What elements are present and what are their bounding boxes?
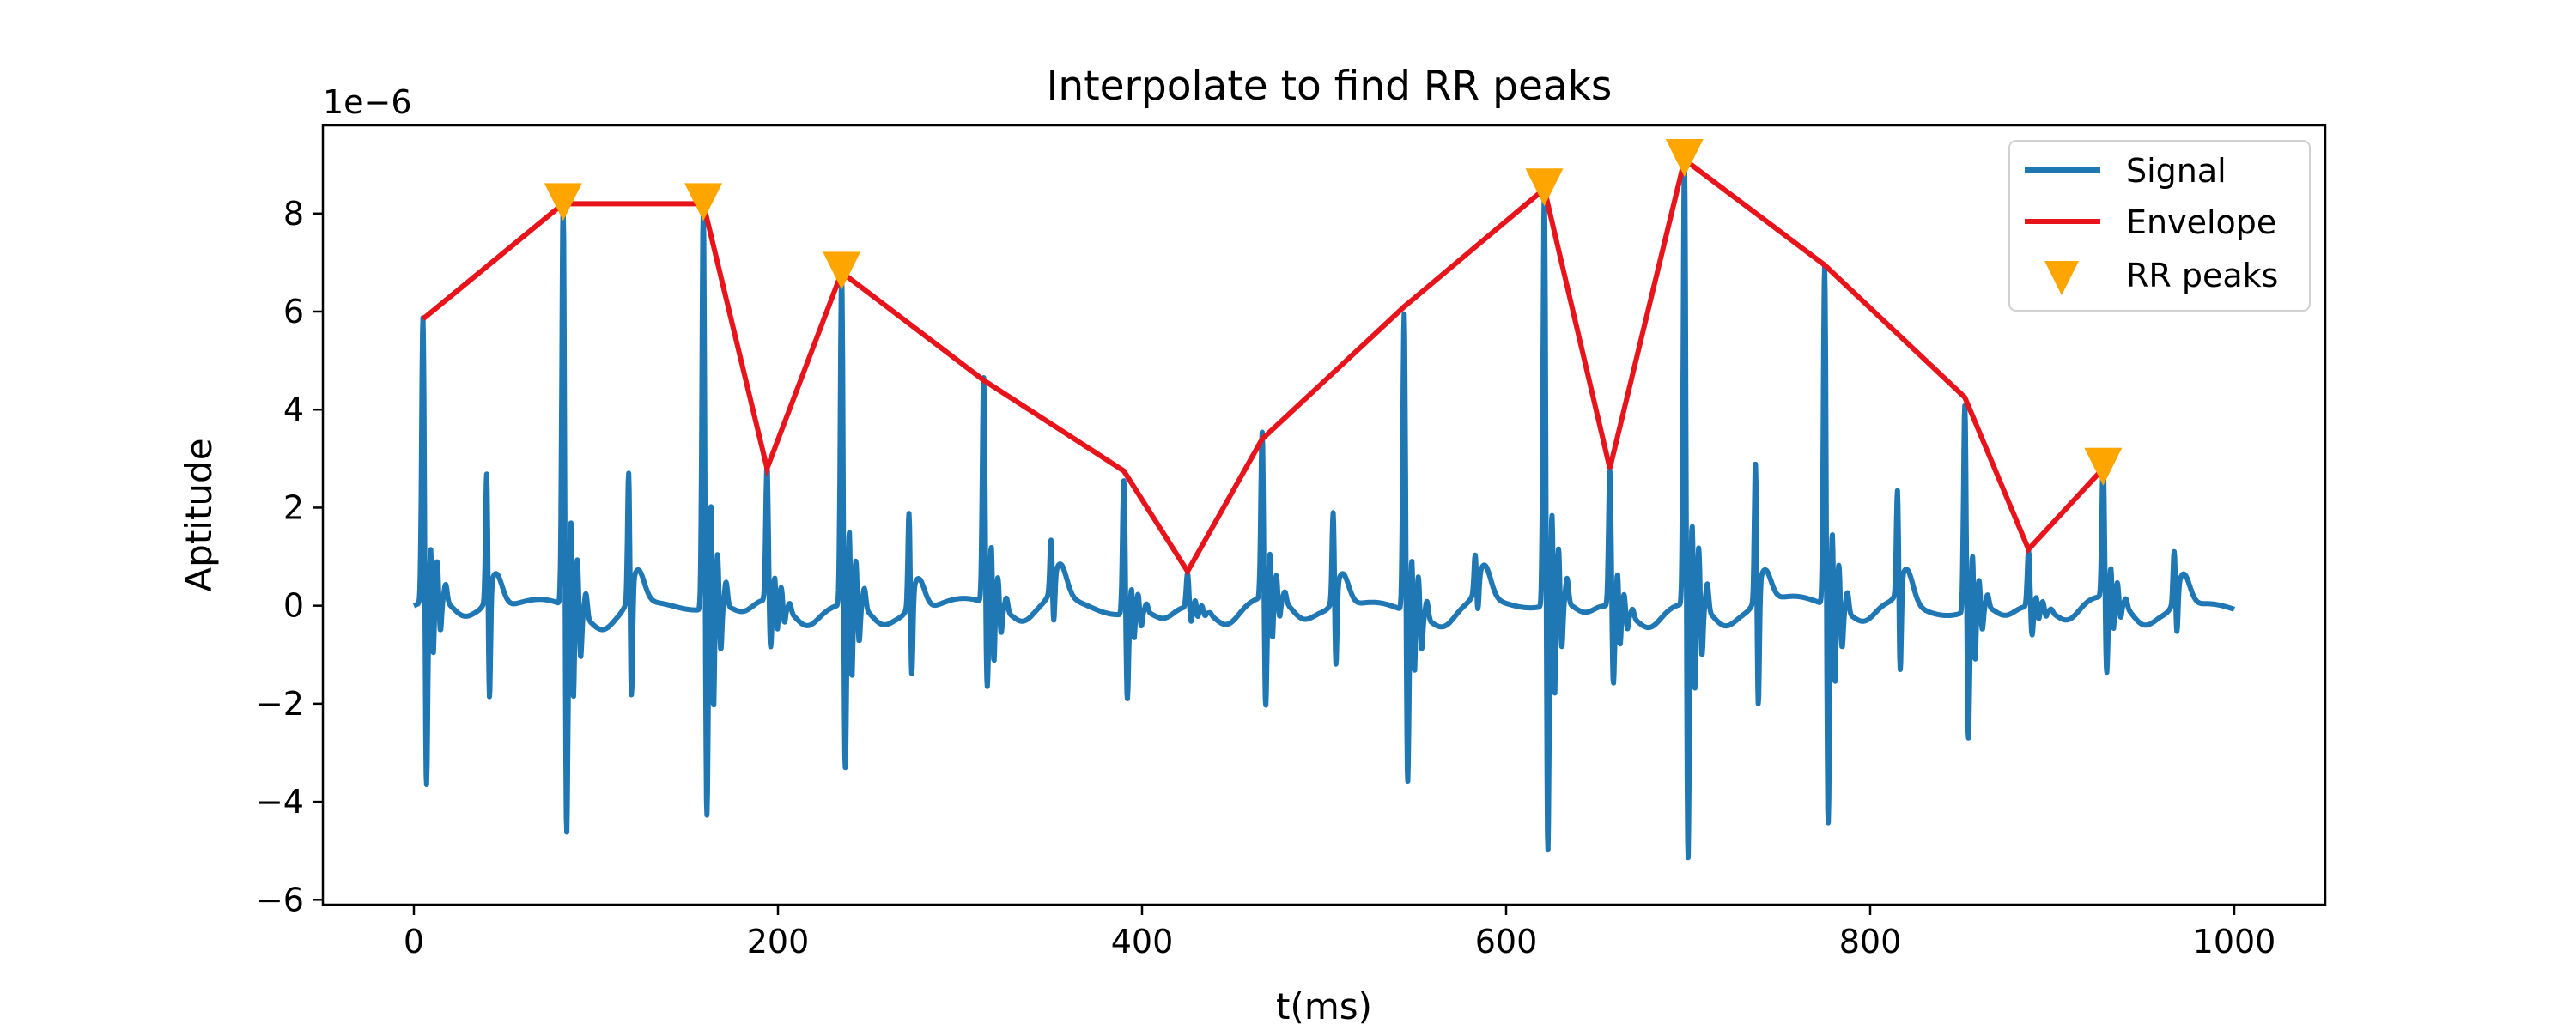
rr-peak-marker [2084,447,2123,486]
y-tick-label: −6 [256,881,304,918]
rr-peak-marker [684,183,723,221]
x-tick-label: 200 [747,923,810,960]
y-axis: −6 −4 −2 0 2 4 6 8 [256,195,323,918]
rr-peak-marker [823,251,861,290]
x-tick-label: 800 [1839,923,1902,960]
signal-line [411,159,2237,861]
x-tick-label: 0 [404,923,424,960]
x-tick-label: 400 [1111,923,1174,960]
y-tick-label: 0 [283,587,304,625]
y-tick-label: 8 [283,195,304,233]
legend-frame [2008,140,2311,312]
y-tick-label: −2 [256,685,304,723]
legend-rr-peaks-label: RR peaks [2126,257,2278,294]
y-tick-label: −4 [256,783,304,821]
y-tick-label: 4 [283,391,304,428]
legend-rr-peaks-marker [2044,261,2079,295]
y-tick-label: 2 [283,488,304,526]
legend-signal-label: Signal [2126,152,2227,190]
x-axis: 0 200 400 600 800 1000 [404,905,2275,960]
rr-peak-marker [1525,168,1564,207]
y-offset-text: 1e−6 [323,83,412,121]
rr-peak-marker [1665,138,1704,177]
x-tick-label: 600 [1475,923,1538,960]
x-tick-label: 1000 [2193,923,2276,960]
chart-title: Interpolate to find RR peaks [1047,63,1613,110]
plot-area [323,125,2325,905]
legend: Signal Envelope RR peaks [2008,140,2311,312]
envelope-line [421,154,2105,577]
x-axis-label: t(ms) [1276,985,1372,1027]
y-axis-label: Aptitude [178,438,220,591]
plot-frame [321,124,2327,906]
y-tick-label: 6 [283,293,304,330]
data-layer [411,138,2237,861]
legend-envelope-label: Envelope [2126,203,2276,241]
rr-peak-marker [544,183,582,221]
